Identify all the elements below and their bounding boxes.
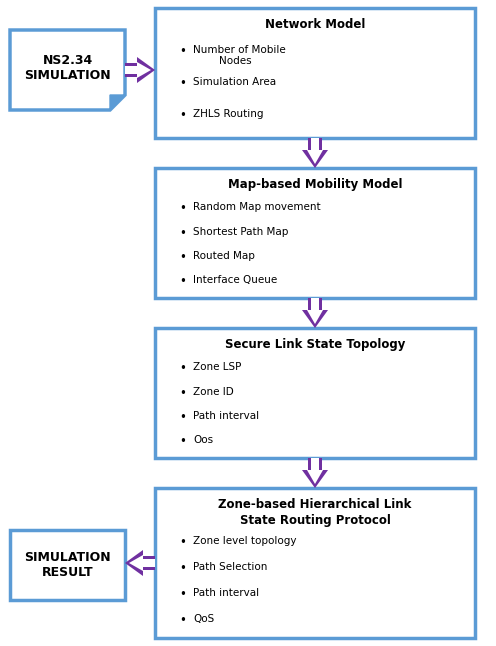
- Polygon shape: [125, 550, 143, 576]
- Polygon shape: [129, 555, 143, 571]
- Text: Map-based Mobility Model: Map-based Mobility Model: [228, 178, 402, 191]
- Bar: [311, 458, 319, 470]
- Bar: [10, 530, 125, 600]
- Text: ZHLS Routing: ZHLS Routing: [193, 109, 263, 120]
- Bar: [155, 328, 475, 458]
- Text: •: •: [180, 614, 186, 627]
- Text: •: •: [180, 411, 186, 424]
- Text: NS2.34
SIMULATION: NS2.34 SIMULATION: [24, 54, 111, 82]
- Text: Random Map movement: Random Map movement: [193, 202, 320, 213]
- Bar: [308, 298, 322, 310]
- Text: Zone-based Hierarchical Link
State Routing Protocol: Zone-based Hierarchical Link State Routi…: [218, 498, 412, 527]
- Text: •: •: [180, 109, 186, 122]
- Text: Oos: Oos: [193, 435, 213, 445]
- Text: QoS: QoS: [193, 614, 214, 624]
- Bar: [155, 168, 475, 298]
- Bar: [311, 138, 319, 150]
- Bar: [143, 556, 155, 570]
- Text: •: •: [180, 562, 186, 575]
- Text: •: •: [180, 202, 186, 215]
- Bar: [308, 138, 322, 150]
- Bar: [311, 298, 319, 310]
- Bar: [155, 8, 475, 138]
- Polygon shape: [302, 150, 328, 168]
- Text: •: •: [180, 536, 186, 549]
- Text: Simulation Area: Simulation Area: [193, 77, 276, 87]
- Text: Secure Link State Topology: Secure Link State Topology: [225, 338, 405, 351]
- Text: Zone level topology: Zone level topology: [193, 536, 297, 546]
- Text: Shortest Path Map: Shortest Path Map: [193, 227, 288, 236]
- Text: Zone LSP: Zone LSP: [193, 362, 242, 372]
- Text: •: •: [180, 588, 186, 601]
- Text: Network Model: Network Model: [265, 18, 365, 31]
- Polygon shape: [110, 95, 125, 110]
- Polygon shape: [302, 470, 328, 488]
- Text: Interface Queue: Interface Queue: [193, 275, 277, 285]
- Text: •: •: [180, 362, 186, 375]
- Text: Path interval: Path interval: [193, 411, 259, 421]
- Text: Path interval: Path interval: [193, 588, 259, 598]
- Text: Routed Map: Routed Map: [193, 251, 255, 261]
- Text: •: •: [180, 386, 186, 399]
- Polygon shape: [137, 62, 151, 78]
- Polygon shape: [10, 30, 125, 110]
- Text: •: •: [180, 227, 186, 240]
- Polygon shape: [307, 470, 323, 484]
- Text: •: •: [180, 275, 186, 288]
- Text: •: •: [180, 77, 186, 90]
- Text: SIMULATION
RESULT: SIMULATION RESULT: [24, 551, 111, 579]
- Text: Path Selection: Path Selection: [193, 562, 267, 572]
- Text: Zone ID: Zone ID: [193, 386, 234, 397]
- Polygon shape: [307, 310, 323, 324]
- Text: •: •: [180, 45, 186, 57]
- Bar: [155, 488, 475, 638]
- Text: •: •: [180, 435, 186, 448]
- Polygon shape: [302, 310, 328, 328]
- Bar: [143, 559, 155, 567]
- Polygon shape: [137, 57, 155, 83]
- Bar: [125, 66, 137, 74]
- Bar: [308, 458, 322, 470]
- Text: Number of Mobile
        Nodes: Number of Mobile Nodes: [193, 45, 286, 67]
- Text: •: •: [180, 251, 186, 264]
- Bar: [125, 63, 137, 77]
- Polygon shape: [307, 150, 323, 164]
